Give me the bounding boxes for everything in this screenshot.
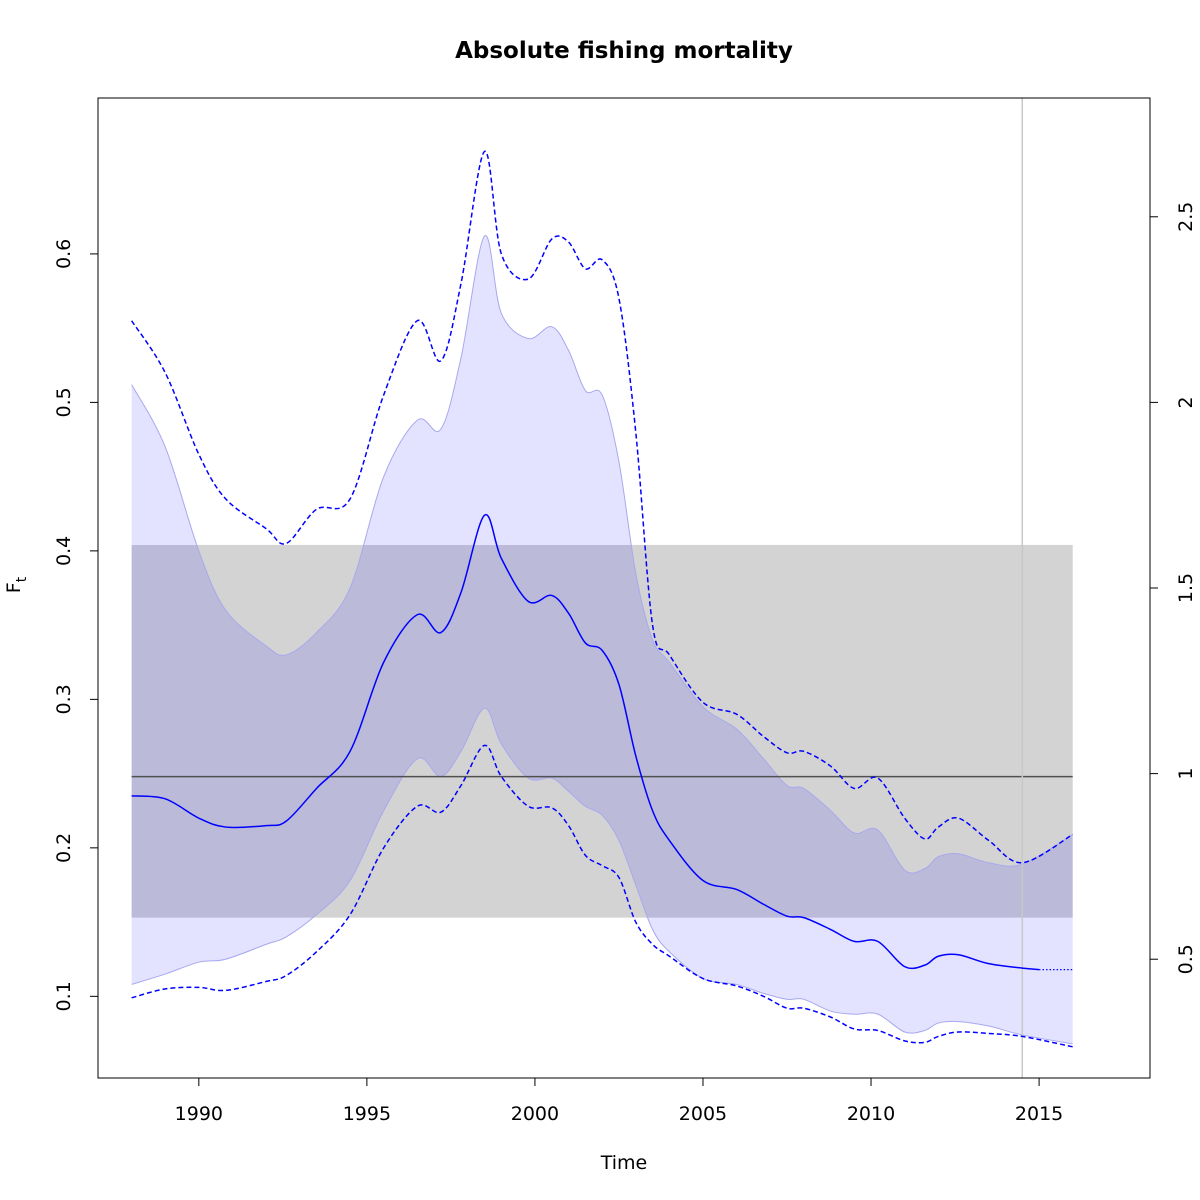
plot-area <box>130 98 1074 1078</box>
y-tick-label: 0.6 <box>53 239 75 269</box>
x-tick-label: 2010 <box>847 1103 895 1125</box>
x-tick-label: 1995 <box>343 1103 391 1125</box>
y-tick-label: 0.5 <box>53 387 75 417</box>
y-tick-label: 0.2 <box>53 833 75 863</box>
secondary-y-tick-label: 2.5 <box>1175 202 1197 232</box>
x-axis: 1990 1995 2000 2005 2010 2015 <box>175 1077 1063 1125</box>
y-tick-label: 0.1 <box>53 981 75 1011</box>
secondary-y-axis: 0.5 1 1.5 2 2.5 <box>1149 202 1197 974</box>
y-axis: 0.1 0.2 0.3 0.4 0.5 0.6 <box>53 239 99 1011</box>
band-overlap <box>131 544 1073 918</box>
secondary-y-tick-label: 1 <box>1175 768 1197 780</box>
x-axis-label: Time <box>600 1152 648 1174</box>
secondary-y-tick-label: 1.5 <box>1175 573 1197 603</box>
confidence-upper-edge <box>131 235 1073 874</box>
secondary-y-tick-label: 2 <box>1175 396 1197 408</box>
y-tick-label: 0.3 <box>53 684 75 714</box>
x-tick-label: 2005 <box>679 1103 727 1125</box>
chart-title: Absolute fishing mortality <box>455 38 793 64</box>
x-tick-label: 2015 <box>1015 1103 1063 1125</box>
y-axis-label-main: F <box>3 582 25 593</box>
secondary-y-tick-label: 0.5 <box>1175 944 1197 974</box>
y-axis-label: Ft <box>3 576 30 593</box>
x-tick-label: 2000 <box>511 1103 559 1125</box>
x-tick-label: 1990 <box>175 1103 223 1125</box>
estimate-line <box>131 514 1040 971</box>
y-axis-label-subscript: t <box>14 576 30 582</box>
lower-dashed-line <box>131 744 1073 1048</box>
upper-dashed-line <box>130 150 1074 864</box>
confidence-lower-edge <box>131 707 1073 1045</box>
y-tick-label: 0.4 <box>53 536 75 566</box>
